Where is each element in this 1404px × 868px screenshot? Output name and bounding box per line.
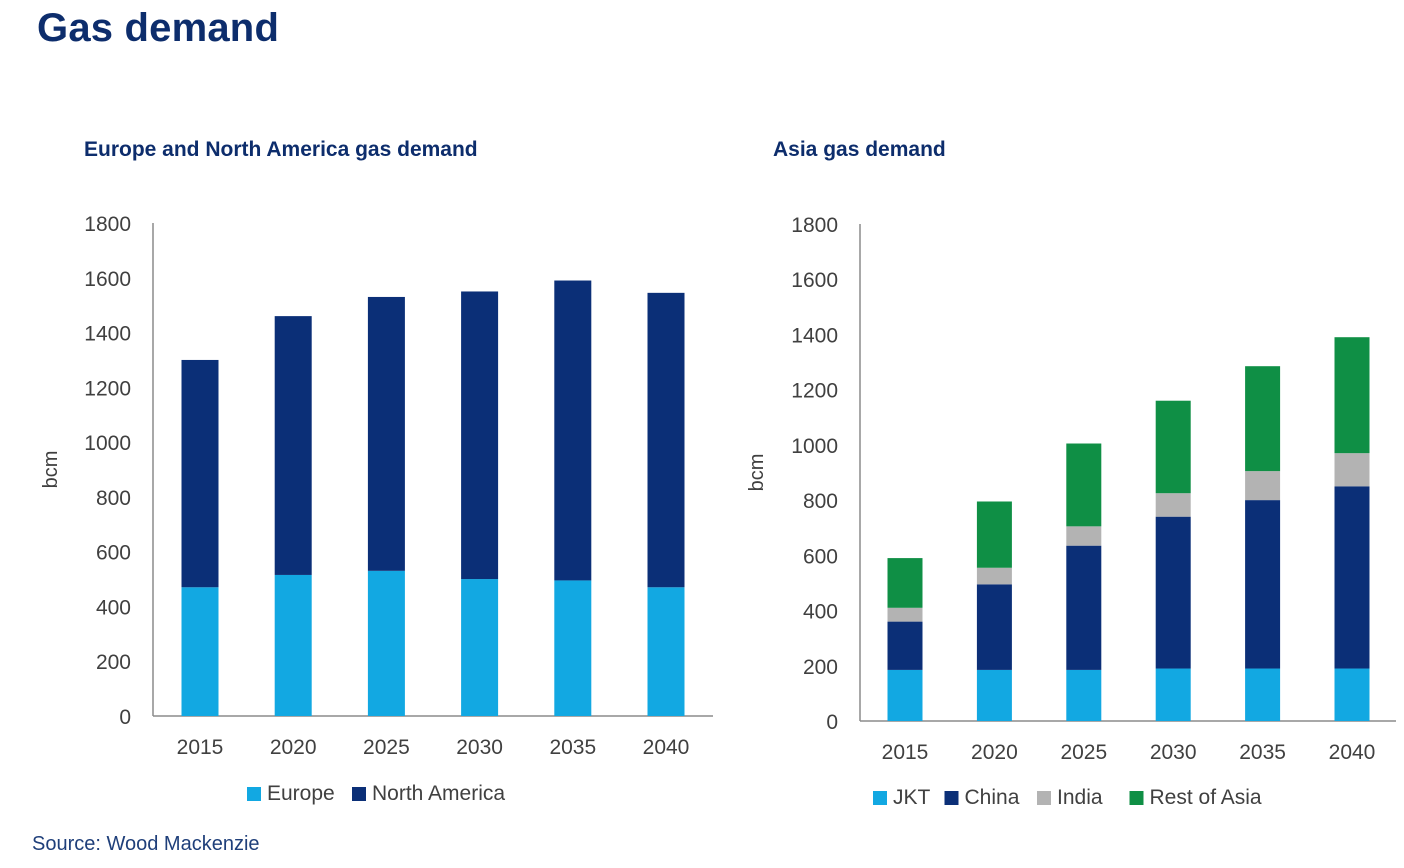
legend-item-europe: Europe (247, 782, 335, 805)
legend-swatch (1037, 791, 1051, 805)
chart-europe-north-america: 0 200 400 600 800 1000 1200 1400 1600 1800 bcm 2015… (40, 213, 713, 805)
bar-rest-of-asia-2015 (887, 558, 923, 608)
bar-europe-2030 (461, 579, 499, 716)
bar-china-2020 (976, 584, 1012, 670)
legend-item-north-america: North America (352, 782, 505, 805)
y-tick-label: 1200 (84, 377, 131, 400)
x-tick-label: 2015 (177, 736, 224, 759)
bar-china-2035 (1245, 500, 1281, 669)
y-tick-label: 1400 (84, 323, 131, 346)
legend-label: JKT (893, 786, 931, 809)
bar-north-america-2035 (554, 280, 592, 581)
legend-item-jkt: JKT (873, 786, 931, 809)
bar-china-2040 (1334, 486, 1370, 669)
legend-swatch (247, 787, 261, 801)
y-tick-label: 1800 (791, 214, 838, 237)
y-tick-label: 200 (803, 656, 838, 679)
y-tick-label: 800 (96, 487, 131, 510)
bar-china-2015 (887, 621, 923, 670)
bar-rest-of-asia-2035 (1245, 366, 1281, 472)
bar-china-2025 (1066, 545, 1102, 670)
legend-item-china: China (944, 786, 1020, 809)
y-tick-label: 0 (119, 706, 131, 729)
legend-label: Rest of Asia (1150, 786, 1262, 809)
bar-india-2035 (1245, 471, 1281, 501)
bar-europe-2020 (274, 574, 312, 716)
chart-asia: 0 200 400 600 800 1000 1200 1400 1600 1800 bcm 2015… (746, 214, 1396, 809)
bar-jkt-2015 (887, 669, 923, 721)
y-tick-label: 1600 (791, 269, 838, 292)
bar-rest-of-asia-2040 (1334, 337, 1370, 454)
x-tick-label: 2015 (882, 741, 929, 764)
legend-swatch (1129, 791, 1144, 805)
chart-title-asia: Asia gas demand (773, 138, 946, 161)
x-tick-label: 2020 (971, 741, 1018, 764)
y-tick-label: 1200 (791, 380, 838, 403)
bar-north-america-2025 (367, 296, 405, 571)
legend-item-india: India (1037, 786, 1103, 809)
legend-label: North America (372, 782, 505, 805)
bar-europe-2035 (554, 580, 592, 716)
bar-jkt-2030 (1155, 668, 1191, 721)
bar-jkt-2020 (976, 669, 1012, 721)
bar-north-america-2030 (461, 291, 499, 580)
bar-rest-of-asia-2020 (976, 501, 1012, 568)
bar-europe-2015 (181, 587, 219, 716)
bar-india-2020 (976, 567, 1012, 585)
y-axis-label: bcm (746, 454, 768, 492)
bar-india-2030 (1155, 493, 1191, 517)
x-tick-label: 2035 (549, 736, 596, 759)
y-tick-label: 1000 (791, 435, 838, 458)
legend-swatch (873, 791, 887, 805)
y-tick-label: 200 (96, 651, 131, 674)
chart-title-europe-north-america: Europe and North America gas demand (84, 138, 478, 161)
y-tick-label: 600 (96, 542, 131, 565)
legend-swatch (352, 787, 366, 801)
legend-label: Europe (267, 782, 335, 805)
x-tick-label: 2025 (1060, 741, 1107, 764)
bar-india-2040 (1334, 453, 1370, 487)
bar-rest-of-asia-2025 (1066, 443, 1102, 527)
x-tick-label: 2040 (643, 736, 690, 759)
x-tick-label: 2040 (1329, 741, 1376, 764)
bar-jkt-2025 (1066, 669, 1102, 721)
bar-north-america-2040 (647, 292, 685, 588)
bar-china-2030 (1155, 516, 1191, 669)
y-tick-label: 1600 (84, 268, 131, 291)
legend-label: India (1057, 786, 1103, 809)
y-tick-label: 400 (803, 601, 838, 624)
legend-swatch (944, 791, 959, 805)
y-tick-label: 1800 (84, 213, 131, 236)
bar-europe-2025 (367, 570, 405, 716)
y-tick-label: 400 (96, 596, 131, 619)
y-axis-label: bcm (40, 451, 62, 489)
bar-india-2025 (1066, 526, 1102, 546)
x-tick-label: 2030 (1150, 741, 1197, 764)
x-tick-label: 2020 (270, 736, 317, 759)
x-tick-label: 2035 (1239, 741, 1286, 764)
y-tick-label: 1400 (791, 324, 838, 347)
x-tick-label: 2025 (363, 736, 410, 759)
source-note: Source: Wood Mackenzie (32, 833, 260, 855)
bar-rest-of-asia-2030 (1155, 400, 1191, 494)
y-tick-label: 0 (826, 711, 838, 734)
bar-europe-2040 (647, 587, 685, 716)
bar-jkt-2035 (1245, 668, 1281, 721)
y-tick-label: 1000 (84, 432, 131, 455)
legend-item-rest-of-asia: Rest of Asia (1129, 786, 1262, 809)
y-tick-label: 600 (803, 545, 838, 568)
bar-north-america-2020 (274, 316, 312, 575)
bar-india-2015 (887, 607, 923, 622)
legend-label: China (965, 786, 1020, 809)
y-tick-label: 800 (803, 490, 838, 513)
bar-jkt-2040 (1334, 668, 1370, 721)
page-title: Gas demand (37, 6, 280, 50)
bar-north-america-2015 (181, 359, 219, 588)
x-tick-label: 2030 (456, 736, 503, 759)
